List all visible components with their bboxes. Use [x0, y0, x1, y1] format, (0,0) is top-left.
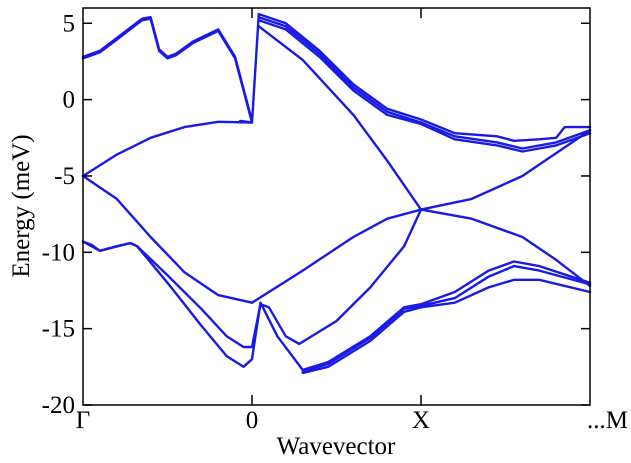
- band-line-11: [419, 208, 592, 288]
- band-line-7: [81, 120, 254, 178]
- band-line-8: [81, 174, 254, 304]
- x-tick-label: X: [412, 407, 430, 434]
- y-tick-label: -20: [42, 392, 75, 419]
- y-tick-label: -10: [42, 239, 75, 266]
- x-axis-label: Wavevector: [277, 433, 396, 460]
- band-line-1: [81, 16, 254, 123]
- band-line-14: [81, 240, 592, 372]
- y-tick-label: 0: [63, 87, 76, 114]
- band-line-3: [239, 12, 592, 142]
- x-tick-label: ...M: [587, 407, 628, 434]
- y-tick-label: -5: [54, 163, 75, 190]
- x-tick-label: Γ: [76, 407, 90, 434]
- band-line-9: [250, 208, 423, 304]
- band-line-15: [301, 264, 592, 373]
- y-axis-ticks: 5 0 -5 -10 -15 -20: [42, 10, 590, 419]
- plot-frame: [82, 7, 591, 406]
- band-line-5: [257, 19, 592, 153]
- band-line-2: [81, 17, 254, 124]
- band-line-10: [419, 129, 592, 211]
- y-axis-label: Energy (meV): [8, 134, 35, 277]
- y-tick-label: -15: [42, 316, 75, 343]
- band-line-16: [301, 278, 592, 375]
- band-lines: [81, 12, 592, 375]
- band-line-4: [257, 16, 592, 150]
- y-tick-label: 5: [63, 10, 76, 37]
- band-line-12: [298, 208, 423, 346]
- x-axis-ticks: Γ 0 X ...M: [76, 8, 628, 434]
- x-tick-label: 0: [246, 407, 259, 434]
- band-line-6: [257, 25, 423, 211]
